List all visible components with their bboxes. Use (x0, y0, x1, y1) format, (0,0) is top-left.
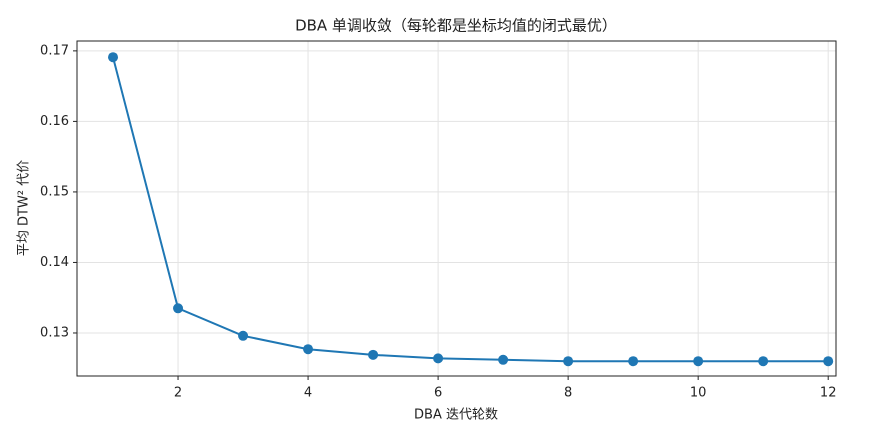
y-tick-label: 0.14 (40, 255, 69, 270)
data-point (693, 356, 704, 367)
data-point (433, 353, 444, 364)
data-point (108, 52, 119, 63)
data-point (238, 330, 249, 341)
chart-title: DBA 单调收敛（每轮都是坐标均值的闭式最优） (295, 17, 617, 35)
plot-frame (76, 40, 837, 377)
x-tick-label: 4 (304, 386, 312, 401)
y-axis-label: 平均 DTW² 代价 (17, 160, 32, 256)
data-line (112, 56, 829, 363)
y-tick-label: 0.17 (40, 43, 69, 58)
data-point (823, 356, 834, 367)
x-tick-label: 12 (820, 386, 837, 401)
data-point (563, 356, 574, 367)
x-tick-label: 8 (564, 386, 572, 401)
x-axis-label: DBA 迭代轮数 (414, 408, 498, 423)
x-tick-label: 10 (690, 386, 707, 401)
data-point (758, 356, 769, 367)
data-point (498, 354, 509, 365)
data-point (368, 349, 379, 360)
y-tick-label: 0.15 (40, 184, 69, 199)
data-point (303, 344, 314, 355)
data-point (628, 356, 639, 367)
x-tick-label: 2 (174, 386, 182, 401)
y-tick-label: 0.13 (40, 325, 69, 340)
x-tick-label: 6 (434, 386, 442, 401)
y-tick-label: 0.16 (40, 114, 69, 129)
data-point (173, 303, 184, 314)
